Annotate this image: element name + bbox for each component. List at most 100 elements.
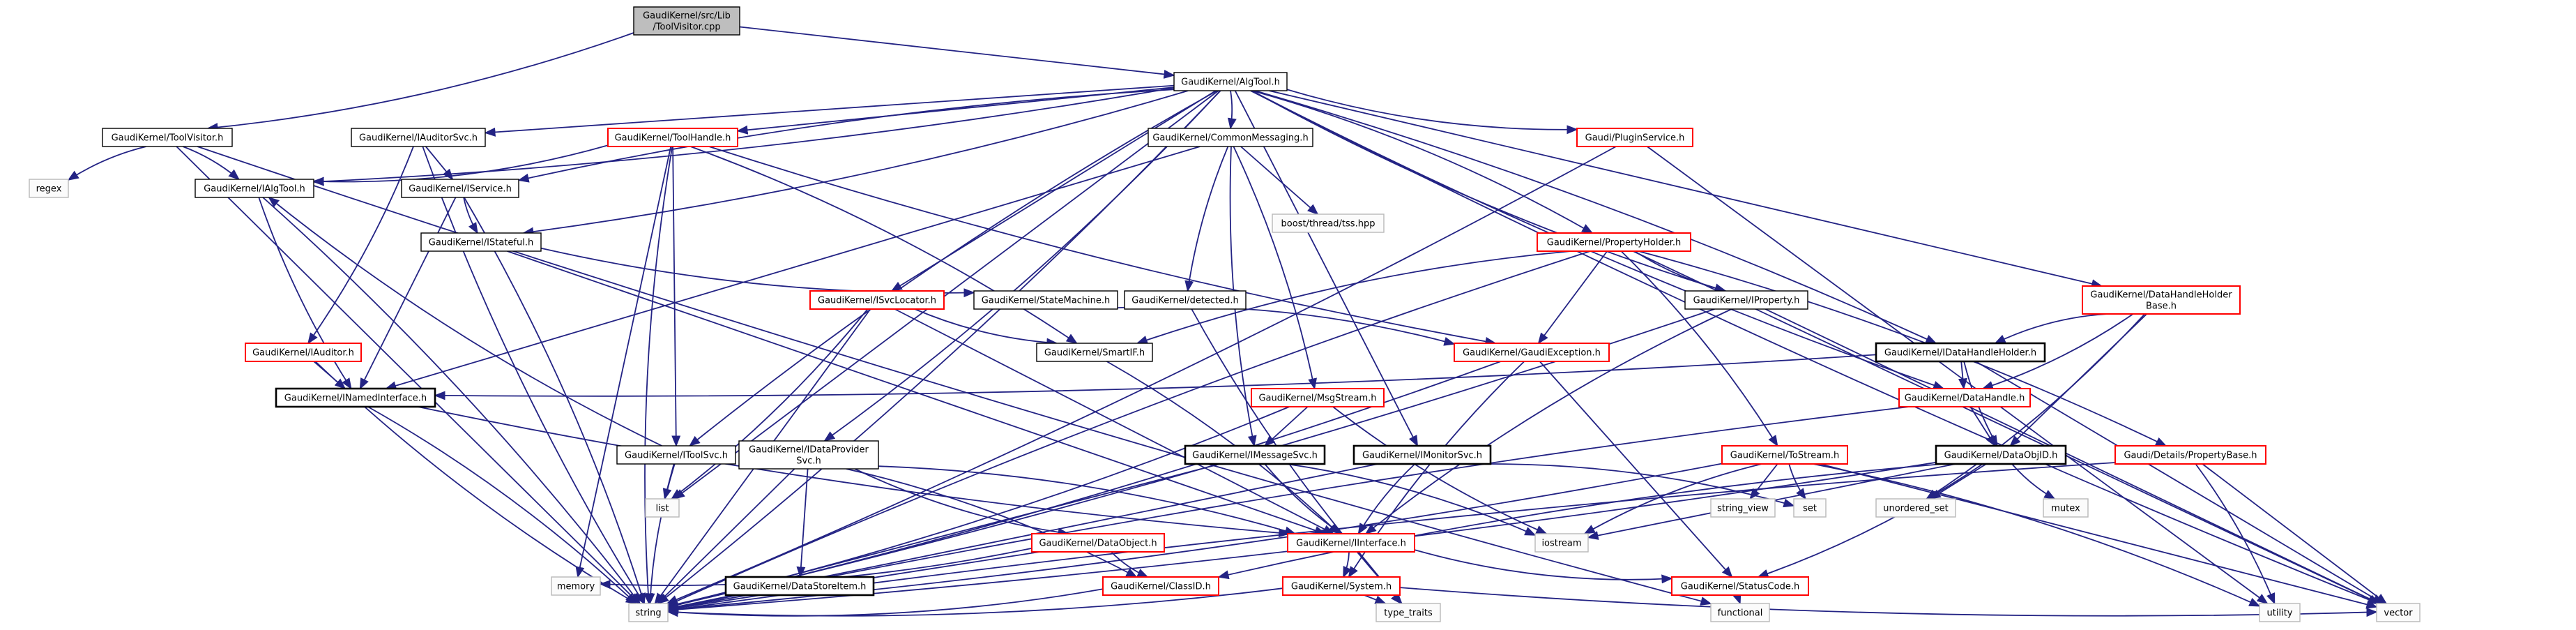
node-box-propertyholder_h[interactable]	[1537, 232, 1691, 252]
graph-node-iinterface_h[interactable]: GaudiKernel/IInterface.h	[1287, 533, 1415, 553]
graph-node-iauditor_h[interactable]: GaudiKernel/IAuditor.h	[245, 343, 362, 362]
node-box-idatahandleholder_h[interactable]	[1875, 342, 2046, 363]
node-box-datastoreitem_h[interactable]	[724, 576, 875, 597]
include-edge-toolvisitor_h-to-ialgtool_h	[182, 146, 240, 181]
node-box-datahandle_h[interactable]	[1898, 388, 2031, 407]
node-box-detected_h[interactable]	[1124, 290, 1247, 310]
node-box-imonitorsvc_h[interactable]	[1352, 444, 1492, 465]
graph-node-inamedinterface_h[interactable]: GaudiKernel/INamedInterface.h	[275, 387, 436, 408]
node-box-toolvisitor_h[interactable]	[102, 128, 233, 147]
graph-node-statemachine_h[interactable]: GaudiKernel/StateMachine.h	[973, 290, 1118, 310]
graph-node-iservice_h[interactable]: GaudiKernel/IService.h	[401, 179, 519, 198]
node-box-iinterface_h[interactable]	[1287, 533, 1415, 553]
include-edge-system_h-to-string	[666, 587, 1283, 617]
graph-node-algtool_h[interactable]: GaudiKernel/AlgTool.h	[1173, 72, 1288, 91]
graph-node-msgstream_h[interactable]: GaudiKernel/MsgStream.h	[1251, 388, 1385, 407]
include-edge-idatahandleholder_h-to-datahandle_h	[1958, 361, 1967, 390]
node-box-datahandleholderbase_h[interactable]	[2082, 285, 2241, 315]
graph-node-utility: utility	[2259, 603, 2301, 622]
graph-node-classid_h[interactable]: GaudiKernel/ClassID.h	[1102, 576, 1219, 596]
include-edge-algtool_h-to-string	[657, 90, 1221, 605]
graph-node-imonitorsvc_h[interactable]: GaudiKernel/IMonitorSvc.h	[1352, 444, 1492, 465]
node-label-iauditorsvc_h: GaudiKernel/IAuditorSvc.h	[359, 133, 478, 144]
include-edge-idataprovidersvc_h-to-string	[657, 468, 795, 605]
node-box-algtool_h[interactable]	[1173, 72, 1288, 91]
node-label-msgstream_h: GaudiKernel/MsgStream.h	[1258, 393, 1376, 404]
graph-node-toolhandle_h[interactable]: GaudiKernel/ToolHandle.h	[607, 128, 738, 147]
graph-node-pluginservice_h[interactable]: Gaudi/PluginService.h	[1576, 128, 1693, 147]
graph-node-toolvisitor_h[interactable]: GaudiKernel/ToolVisitor.h	[102, 128, 233, 147]
graph-node-iproperty_h[interactable]: GaudiKernel/IProperty.h	[1684, 290, 1808, 310]
graph-node-iauditorsvc_h[interactable]: GaudiKernel/IAuditorSvc.h	[351, 128, 486, 147]
include-edge-idatahandleholder_h-to-inamedinterface_h	[434, 354, 1877, 400]
include-edge-algtool_h-to-iauditorsvc_h	[484, 84, 1175, 137]
node-box-toolvisitor_cpp[interactable]	[633, 6, 740, 36]
node-box-iservice_h[interactable]	[401, 179, 519, 198]
graph-node-detected_h[interactable]: GaudiKernel/detected.h	[1124, 290, 1247, 310]
node-box-gaudiexception_h[interactable]	[1454, 343, 1610, 362]
include-edge-propertybase_h-to-string	[666, 462, 2116, 614]
include-edge-iproperty_h-to-vector	[1765, 308, 2381, 604]
graph-node-ialgtool_h[interactable]: GaudiKernel/IAlgTool.h	[195, 179, 314, 198]
graph-node-system_h[interactable]: GaudiKernel/System.h	[1282, 576, 1401, 596]
node-box-istateful_h[interactable]	[420, 232, 542, 252]
graph-node-statuscode_h[interactable]: GaudiKernel/StatusCode.h	[1671, 576, 1809, 596]
include-edge-smartif_h-to-iinterface_h	[1106, 361, 1340, 535]
include-edge-pluginservice_h-to-string	[666, 146, 1617, 604]
node-box-unordered_set	[1875, 498, 1956, 518]
graph-node-toolvisitor_cpp[interactable]: GaudiKernel/src/Lib/ToolVisitor.cpp	[633, 6, 740, 36]
include-edge-statuscode_h-to-functional	[1732, 592, 1742, 605]
graph-node-itoolsvc_h[interactable]: GaudiKernel/IToolSvc.h	[616, 445, 736, 465]
node-box-system_h[interactable]	[1282, 576, 1401, 596]
node-label-propertyholder_h: GaudiKernel/PropertyHolder.h	[1547, 238, 1682, 248]
node-box-itoolsvc_h[interactable]	[616, 445, 736, 465]
include-edge-idataprovidersvc_h-to-classid_h	[846, 468, 1138, 578]
include-edge-isvclocator_h-to-smartif_h	[914, 308, 1058, 347]
node-box-iproperty_h[interactable]	[1684, 290, 1808, 310]
graph-node-propertyholder_h[interactable]: GaudiKernel/PropertyHolder.h	[1537, 232, 1691, 252]
graph-node-gaudiexception_h[interactable]: GaudiKernel/GaudiException.h	[1454, 343, 1610, 362]
graph-node-isvclocator_h[interactable]: GaudiKernel/ISvcLocator.h	[809, 290, 945, 310]
include-edge-tostream_h-to-utility	[1813, 463, 2261, 607]
node-box-imessagesvc_h[interactable]	[1184, 444, 1326, 465]
include-edge-iproperty_h-to-iinterface_h	[1364, 308, 1732, 535]
graph-node-idatahandleholder_h[interactable]: GaudiKernel/IDataHandleHolder.h	[1875, 342, 2046, 363]
node-box-classid_h[interactable]	[1102, 576, 1219, 596]
graph-node-dataobject_h[interactable]: GaudiKernel/DataObject.h	[1031, 533, 1165, 553]
node-box-ialgtool_h[interactable]	[195, 179, 314, 198]
node-box-idataprovidersvc_h[interactable]	[738, 440, 879, 470]
node-box-dataobject_h[interactable]	[1031, 533, 1165, 553]
node-box-toolhandle_h[interactable]	[607, 128, 738, 147]
graph-node-commonmessaging_h[interactable]: GaudiKernel/CommonMessaging.h	[1148, 128, 1313, 147]
node-label-idatahandleholder_h: GaudiKernel/IDataHandleHolder.h	[1884, 348, 2036, 359]
node-box-smartif_h[interactable]	[1036, 343, 1153, 362]
node-box-propertybase_h[interactable]	[2114, 445, 2266, 465]
node-box-iauditorsvc_h[interactable]	[351, 128, 486, 147]
graph-node-datahandle_h[interactable]: GaudiKernel/DataHandle.h	[1898, 388, 2031, 407]
node-box-regex	[29, 179, 69, 198]
node-box-tostream_h[interactable]	[1721, 445, 1848, 465]
node-box-msgstream_h[interactable]	[1251, 388, 1385, 407]
node-box-iauditor_h[interactable]	[245, 343, 362, 362]
graph-node-datastoreitem_h[interactable]: GaudiKernel/DataStoreItem.h	[724, 576, 875, 597]
node-box-inamedinterface_h[interactable]	[275, 387, 436, 408]
node-box-commonmessaging_h[interactable]	[1148, 128, 1313, 147]
node-box-isvclocator_h[interactable]	[809, 290, 945, 310]
include-edge-toolhandle_h-to-ialgtool_h	[312, 144, 609, 186]
node-box-dataobjid_h[interactable]	[1935, 444, 2067, 465]
include-edge-toolvisitor_h-to-functional	[197, 146, 1712, 606]
node-box-statuscode_h[interactable]	[1671, 576, 1809, 596]
graph-node-imessagesvc_h[interactable]: GaudiKernel/IMessageSvc.h	[1184, 444, 1326, 465]
graph-node-propertybase_h[interactable]: Gaudi/Details/PropertyBase.h	[2114, 445, 2266, 465]
graph-node-smartif_h[interactable]: GaudiKernel/SmartIF.h	[1036, 343, 1153, 362]
node-box-statemachine_h[interactable]	[973, 290, 1118, 310]
graph-node-tostream_h[interactable]: GaudiKernel/ToStream.h	[1721, 445, 1848, 465]
graph-node-dataobjid_h[interactable]: GaudiKernel/DataObjID.h	[1935, 444, 2067, 465]
include-edge-algtool_h-to-ialgtool_h	[312, 87, 1175, 186]
graph-node-istateful_h[interactable]: GaudiKernel/IStateful.h	[420, 232, 542, 252]
node-label-imessagesvc_h: GaudiKernel/IMessageSvc.h	[1192, 451, 1318, 461]
node-box-string_view	[1710, 498, 1776, 518]
node-box-pluginservice_h[interactable]	[1576, 128, 1693, 147]
